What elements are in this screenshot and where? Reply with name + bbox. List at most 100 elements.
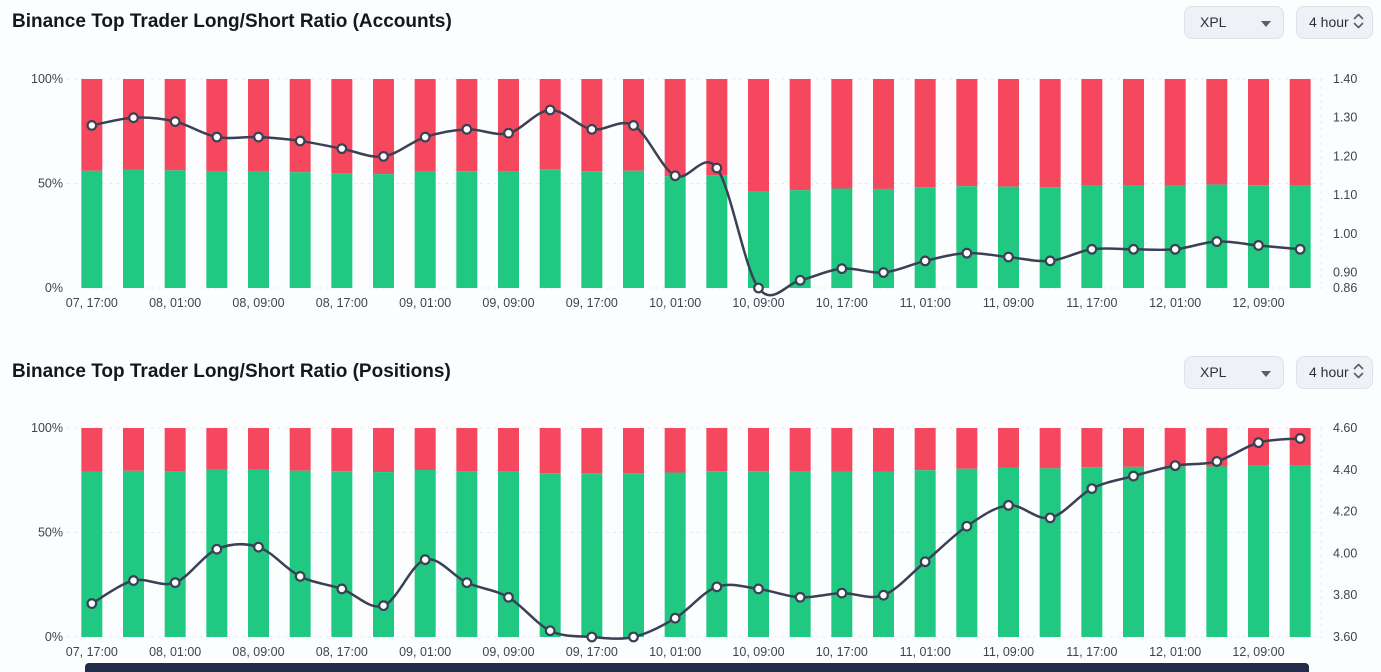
long-bar[interactable]	[1248, 465, 1269, 637]
long-bar[interactable]	[206, 171, 228, 288]
ratio-dot[interactable]	[1003, 251, 1014, 263]
long-bar[interactable]	[248, 469, 269, 637]
long-bar[interactable]	[123, 169, 144, 288]
long-bar[interactable]	[1289, 465, 1311, 637]
short-bar[interactable]	[498, 79, 519, 172]
short-bar[interactable]	[1039, 79, 1061, 188]
short-bar[interactable]	[1123, 79, 1144, 186]
ratio-dot[interactable]	[586, 631, 598, 643]
short-bar[interactable]	[206, 428, 228, 470]
ratio-dot[interactable]	[836, 587, 848, 599]
long-bar[interactable]	[164, 170, 186, 288]
short-bar[interactable]	[623, 428, 644, 474]
long-bar[interactable]	[873, 471, 894, 637]
ratio-dot[interactable]	[419, 554, 431, 566]
short-bar[interactable]	[539, 428, 561, 474]
short-bar[interactable]	[206, 79, 228, 172]
short-bar[interactable]	[914, 428, 936, 471]
long-bar[interactable]	[123, 470, 144, 637]
interval-select[interactable]: 4 hour	[1296, 5, 1373, 39]
short-bar[interactable]	[789, 79, 811, 191]
long-bar[interactable]	[789, 471, 811, 637]
short-bar[interactable]	[706, 79, 728, 176]
short-bar[interactable]	[414, 428, 436, 471]
long-bar[interactable]	[956, 186, 978, 288]
long-bar[interactable]	[1039, 468, 1061, 637]
long-bar[interactable]	[373, 174, 394, 288]
long-bar[interactable]	[914, 187, 936, 288]
short-bar[interactable]	[1164, 79, 1186, 186]
ratio-dot[interactable]	[503, 591, 514, 603]
ratio-dot[interactable]	[86, 120, 98, 131]
long-bar[interactable]	[414, 470, 436, 637]
short-bar[interactable]	[498, 428, 519, 472]
short-bar[interactable]	[831, 428, 853, 472]
short-bar[interactable]	[248, 79, 269, 172]
short-bar[interactable]	[1164, 428, 1186, 467]
long-bar[interactable]	[998, 467, 1019, 637]
long-bar[interactable]	[414, 171, 436, 288]
long-bar[interactable]	[164, 471, 186, 637]
short-bar[interactable]	[914, 79, 936, 188]
short-bar[interactable]	[123, 428, 144, 471]
ratio-dot[interactable]	[461, 123, 473, 135]
long-bar[interactable]	[581, 473, 603, 637]
ratio-dot[interactable]	[586, 123, 598, 135]
long-bar[interactable]	[1248, 185, 1269, 288]
ratio-dot[interactable]	[836, 263, 848, 275]
ratio-dot[interactable]	[794, 274, 806, 286]
long-bar[interactable]	[289, 172, 311, 288]
short-bar[interactable]	[873, 79, 894, 189]
ratio-dot[interactable]	[753, 583, 764, 595]
ratio-dot[interactable]	[1003, 499, 1014, 511]
ratio-dot[interactable]	[711, 162, 723, 174]
short-bar[interactable]	[748, 79, 769, 192]
ratio-dot[interactable]	[1294, 433, 1306, 444]
long-bar[interactable]	[748, 471, 769, 637]
ratio-dot[interactable]	[1128, 243, 1139, 255]
ratio-dot[interactable]	[1169, 460, 1181, 472]
long-bar[interactable]	[456, 471, 478, 637]
long-bar[interactable]	[623, 473, 644, 637]
ratio-dot[interactable]	[544, 625, 556, 637]
short-bar[interactable]	[956, 79, 978, 187]
ratio-dot[interactable]	[711, 581, 723, 593]
ratio-dot[interactable]	[878, 589, 889, 601]
ratio-dot[interactable]	[253, 131, 264, 143]
ratio-dot[interactable]	[544, 104, 556, 116]
short-bar[interactable]	[664, 428, 686, 473]
short-bar[interactable]	[164, 428, 186, 472]
symbol-select[interactable]: XPL	[1184, 355, 1284, 389]
ratio-dot[interactable]	[628, 631, 639, 643]
ratio-dot[interactable]	[378, 600, 389, 612]
long-bar[interactable]	[498, 471, 519, 637]
long-bar[interactable]	[456, 171, 478, 288]
ratio-dot[interactable]	[419, 131, 431, 143]
ratio-dot[interactable]	[1044, 512, 1056, 524]
long-bar[interactable]	[1164, 466, 1186, 637]
short-bar[interactable]	[539, 79, 561, 170]
short-bar[interactable]	[414, 79, 436, 172]
short-bar[interactable]	[748, 428, 769, 472]
ratio-dot[interactable]	[1086, 483, 1098, 495]
ratio-dot[interactable]	[878, 267, 889, 278]
short-bar[interactable]	[1206, 79, 1228, 185]
long-bar[interactable]	[664, 472, 686, 637]
short-bar[interactable]	[581, 428, 603, 474]
short-bar[interactable]	[1081, 428, 1103, 468]
positions-chart-plot[interactable]: 100% 50% 0% 4.60 4.40 4.20 4.00 3.80 3.60 07, 17:…	[0, 407, 1381, 659]
long-bar[interactable]	[748, 191, 769, 288]
ratio-dot[interactable]	[1086, 243, 1098, 255]
short-bar[interactable]	[373, 79, 394, 175]
short-bar[interactable]	[706, 428, 728, 472]
long-bar[interactable]	[1289, 185, 1311, 288]
short-bar[interactable]	[664, 79, 686, 177]
long-bar[interactable]	[331, 173, 353, 288]
short-bar[interactable]	[331, 79, 353, 174]
ratio-dot[interactable]	[1211, 236, 1223, 247]
long-bar[interactable]	[1081, 185, 1103, 288]
ratio-dot[interactable]	[169, 577, 181, 589]
short-bar[interactable]	[289, 428, 311, 471]
ratio-dot[interactable]	[294, 570, 306, 582]
ratio-dot[interactable]	[86, 598, 98, 609]
